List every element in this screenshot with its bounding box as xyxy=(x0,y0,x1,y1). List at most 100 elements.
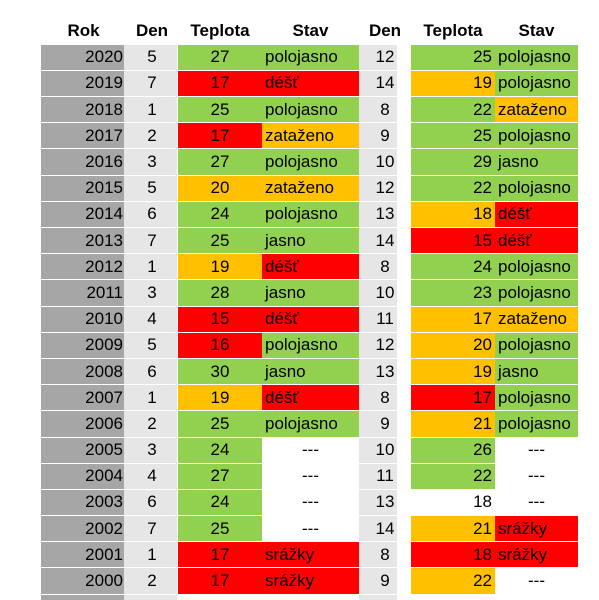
cell-den-2[interactable]: 13 xyxy=(359,489,411,517)
cell-rok[interactable]: 2014 xyxy=(41,201,126,229)
cell-stav-2[interactable]: polojasno xyxy=(495,44,578,71)
cell-den-2[interactable]: 8 xyxy=(359,384,411,412)
cell-teplota[interactable]: 16 xyxy=(178,332,262,359)
cell-den[interactable]: 5 xyxy=(126,332,178,359)
header-den[interactable]: Den xyxy=(126,18,178,45)
cell-den-2[interactable]: 13 xyxy=(359,358,411,386)
cell-teplota[interactable]: 19 xyxy=(178,253,262,281)
cell-den[interactable]: 6 xyxy=(126,201,178,229)
cell-teplota[interactable]: 27 xyxy=(178,463,262,490)
cell-den[interactable]: 7 xyxy=(126,227,178,255)
cell-den[interactable]: 7 xyxy=(126,70,178,98)
cell-rok[interactable]: 2002 xyxy=(41,515,126,543)
cell-stav-2[interactable]: --- xyxy=(495,489,578,517)
cell-stav[interactable]: srážky xyxy=(262,541,359,569)
cell-stav[interactable]: zataženo xyxy=(262,175,359,202)
cell-den-2[interactable]: 9 xyxy=(359,410,411,438)
cell-rok[interactable]: 2007 xyxy=(41,384,126,412)
cell-den-2[interactable]: 12 xyxy=(359,332,411,359)
cell-stav[interactable]: déšť xyxy=(262,384,359,412)
cell-teplota[interactable]: 20 xyxy=(178,175,262,202)
cell-den-2[interactable]: 14 xyxy=(359,515,411,543)
header-stav-2[interactable]: Stav xyxy=(495,18,578,45)
cell-den-2[interactable]: 14 xyxy=(359,70,411,98)
cell-rok[interactable]: 2020 xyxy=(41,44,126,71)
cell-teplota[interactable]: 30 xyxy=(178,358,262,386)
cell-teplota[interactable]: 17 xyxy=(178,541,262,569)
cell-den-2[interactable]: 9 xyxy=(359,567,411,595)
cell-teplota-2[interactable]: 17 xyxy=(411,384,495,412)
cell-den[interactable]: 2 xyxy=(126,567,178,595)
cell-den[interactable]: 6 xyxy=(126,489,178,517)
cell-teplota[interactable]: 27 xyxy=(178,148,262,176)
cell-teplota-2[interactable]: 19 xyxy=(411,70,495,98)
cell-stav-2[interactable]: jasno xyxy=(495,358,578,386)
cell-stav-2[interactable]: --- xyxy=(495,437,578,464)
cell-rok[interactable]: 2013 xyxy=(41,227,126,255)
cell-stav[interactable]: --- xyxy=(262,463,359,490)
cell-den[interactable]: 2 xyxy=(126,410,178,438)
cell-teplota-2[interactable]: 22 xyxy=(411,463,495,490)
cell-teplota[interactable]: 15 xyxy=(178,306,262,333)
cell-stav[interactable]: jasno xyxy=(262,358,359,386)
cell-stav[interactable]: polojasno xyxy=(262,96,359,124)
cell-rok[interactable]: 2016 xyxy=(41,148,126,176)
cell-rok[interactable]: 2000 xyxy=(41,567,126,595)
cell-den-2[interactable]: 12 xyxy=(359,44,411,71)
cell-teplota[interactable]: 17 xyxy=(178,122,262,150)
cell-den[interactable]: 5 xyxy=(126,175,178,202)
cell-stav-2[interactable]: déšť xyxy=(495,201,578,229)
cell-stav[interactable]: déšť xyxy=(262,306,359,333)
cell-rok[interactable]: 2008 xyxy=(41,358,126,386)
cell-stav[interactable]: jasno xyxy=(262,279,359,307)
cell-rok[interactable]: 2006 xyxy=(41,410,126,438)
cell-teplota[interactable]: 17 xyxy=(178,70,262,98)
header-stav[interactable]: Stav xyxy=(262,18,359,45)
cell-rok[interactable]: 2009 xyxy=(41,332,126,359)
cell-teplota-2[interactable]: 25 xyxy=(411,44,495,71)
header-rok[interactable]: Rok xyxy=(41,18,126,45)
cell-rok[interactable]: 2004 xyxy=(41,463,126,490)
header-den-2[interactable]: Den xyxy=(359,18,411,45)
cell-stav-2[interactable]: polojasno xyxy=(495,253,578,281)
cell-den[interactable]: 3 xyxy=(126,437,178,464)
cell-teplota[interactable]: 25 xyxy=(178,227,262,255)
cell-den-2[interactable]: 10 xyxy=(359,279,411,307)
cell-stav-2[interactable]: déšť xyxy=(495,227,578,255)
cell-stav[interactable]: zataženo xyxy=(262,122,359,150)
cell-stav[interactable]: srážky xyxy=(262,567,359,595)
cell-teplota-2[interactable]: 26 xyxy=(411,437,495,464)
cell-den[interactable]: 1 xyxy=(126,384,178,412)
cell-stav[interactable]: polojasno xyxy=(262,201,359,229)
cell-stav-2[interactable]: polojasno xyxy=(495,279,578,307)
cell-den-2[interactable]: 9 xyxy=(359,122,411,150)
cell-teplota-2[interactable]: 18 xyxy=(411,489,495,517)
header-teplota[interactable]: Teplota xyxy=(178,18,262,45)
cell-stav-2[interactable]: polojasno xyxy=(495,332,578,359)
cell-teplota[interactable]: 24 xyxy=(178,437,262,464)
cell-rok[interactable]: 2012 xyxy=(41,253,126,281)
cell-rok[interactable]: 2018 xyxy=(41,96,126,124)
cell-stav-2[interactable]: zataženo xyxy=(495,306,578,333)
cell-rok[interactable]: 2010 xyxy=(41,306,126,333)
cell-stav-2[interactable]: polojasno xyxy=(495,175,578,202)
cell-teplota-2[interactable]: 22 xyxy=(411,96,495,124)
cell-den[interactable]: 1 xyxy=(126,96,178,124)
cell-den-2[interactable]: 8 xyxy=(359,96,411,124)
cell-stav[interactable]: déšť xyxy=(262,70,359,98)
cell-stav-2[interactable]: --- xyxy=(495,567,578,595)
cell-teplota-2[interactable]: 19 xyxy=(411,358,495,386)
cell-teplota-2[interactable]: 24 xyxy=(411,253,495,281)
cell-teplota[interactable]: 25 xyxy=(178,410,262,438)
cell-teplota[interactable]: 27 xyxy=(178,44,262,71)
cell-teplota-2[interactable]: 29 xyxy=(411,148,495,176)
cell-stav[interactable]: polojasno xyxy=(262,44,359,71)
cell-stav[interactable]: --- xyxy=(262,489,359,517)
cell-den[interactable]: 1 xyxy=(126,541,178,569)
cell-den[interactable]: 4 xyxy=(126,306,178,333)
cell-teplota[interactable]: 19 xyxy=(178,384,262,412)
cell-rok[interactable]: 2001 xyxy=(41,541,126,569)
cell-den-2[interactable]: 8 xyxy=(359,253,411,281)
cell-den[interactable]: 6 xyxy=(126,358,178,386)
cell-den-2[interactable]: 14 xyxy=(359,227,411,255)
